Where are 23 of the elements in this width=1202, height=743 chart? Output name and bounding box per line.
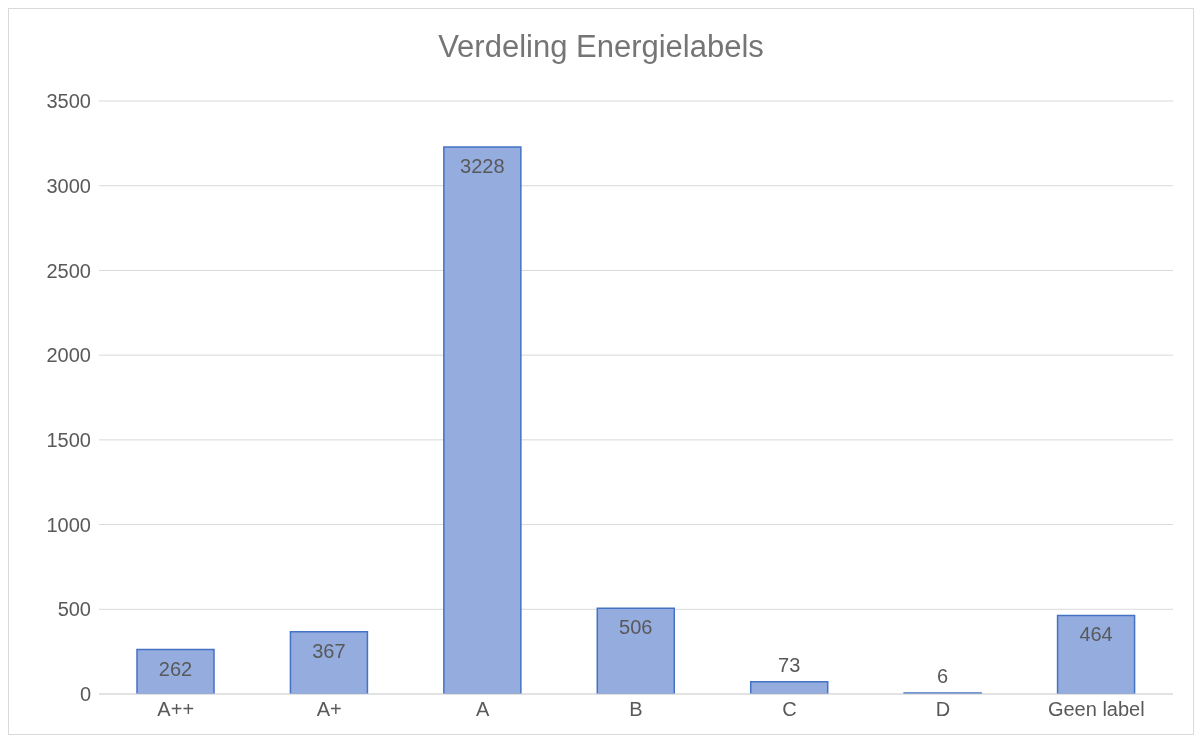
y-tick-label: 500 <box>57 598 91 621</box>
x-tick-label: C <box>782 698 797 721</box>
data-label: 3228 <box>460 155 505 178</box>
y-tick-label: 2500 <box>46 259 91 282</box>
data-label: 367 <box>312 639 346 662</box>
data-label: 506 <box>619 616 653 639</box>
data-label: 262 <box>158 657 193 680</box>
x-tick-label: A++ <box>157 698 195 721</box>
y-tick-label: 3000 <box>46 174 91 197</box>
x-tick-label: A+ <box>316 698 342 721</box>
y-tick-label: 0 <box>79 683 91 706</box>
y-tick-label: 1000 <box>46 513 91 536</box>
x-tick-label: B <box>629 698 643 721</box>
y-tick-label: 2000 <box>46 344 91 367</box>
data-label: 464 <box>1079 623 1113 646</box>
data-label: 73 <box>778 653 801 676</box>
x-tick-label: Geen label <box>1047 698 1145 721</box>
x-tick-label: D <box>935 698 951 721</box>
chart-title: Verdeling Energielabels <box>437 29 765 65</box>
y-tick-label: 1500 <box>46 428 91 451</box>
data-label: 6 <box>937 664 949 687</box>
x-tick-label: A <box>475 698 490 721</box>
y-tick-label: 3500 <box>46 90 91 113</box>
